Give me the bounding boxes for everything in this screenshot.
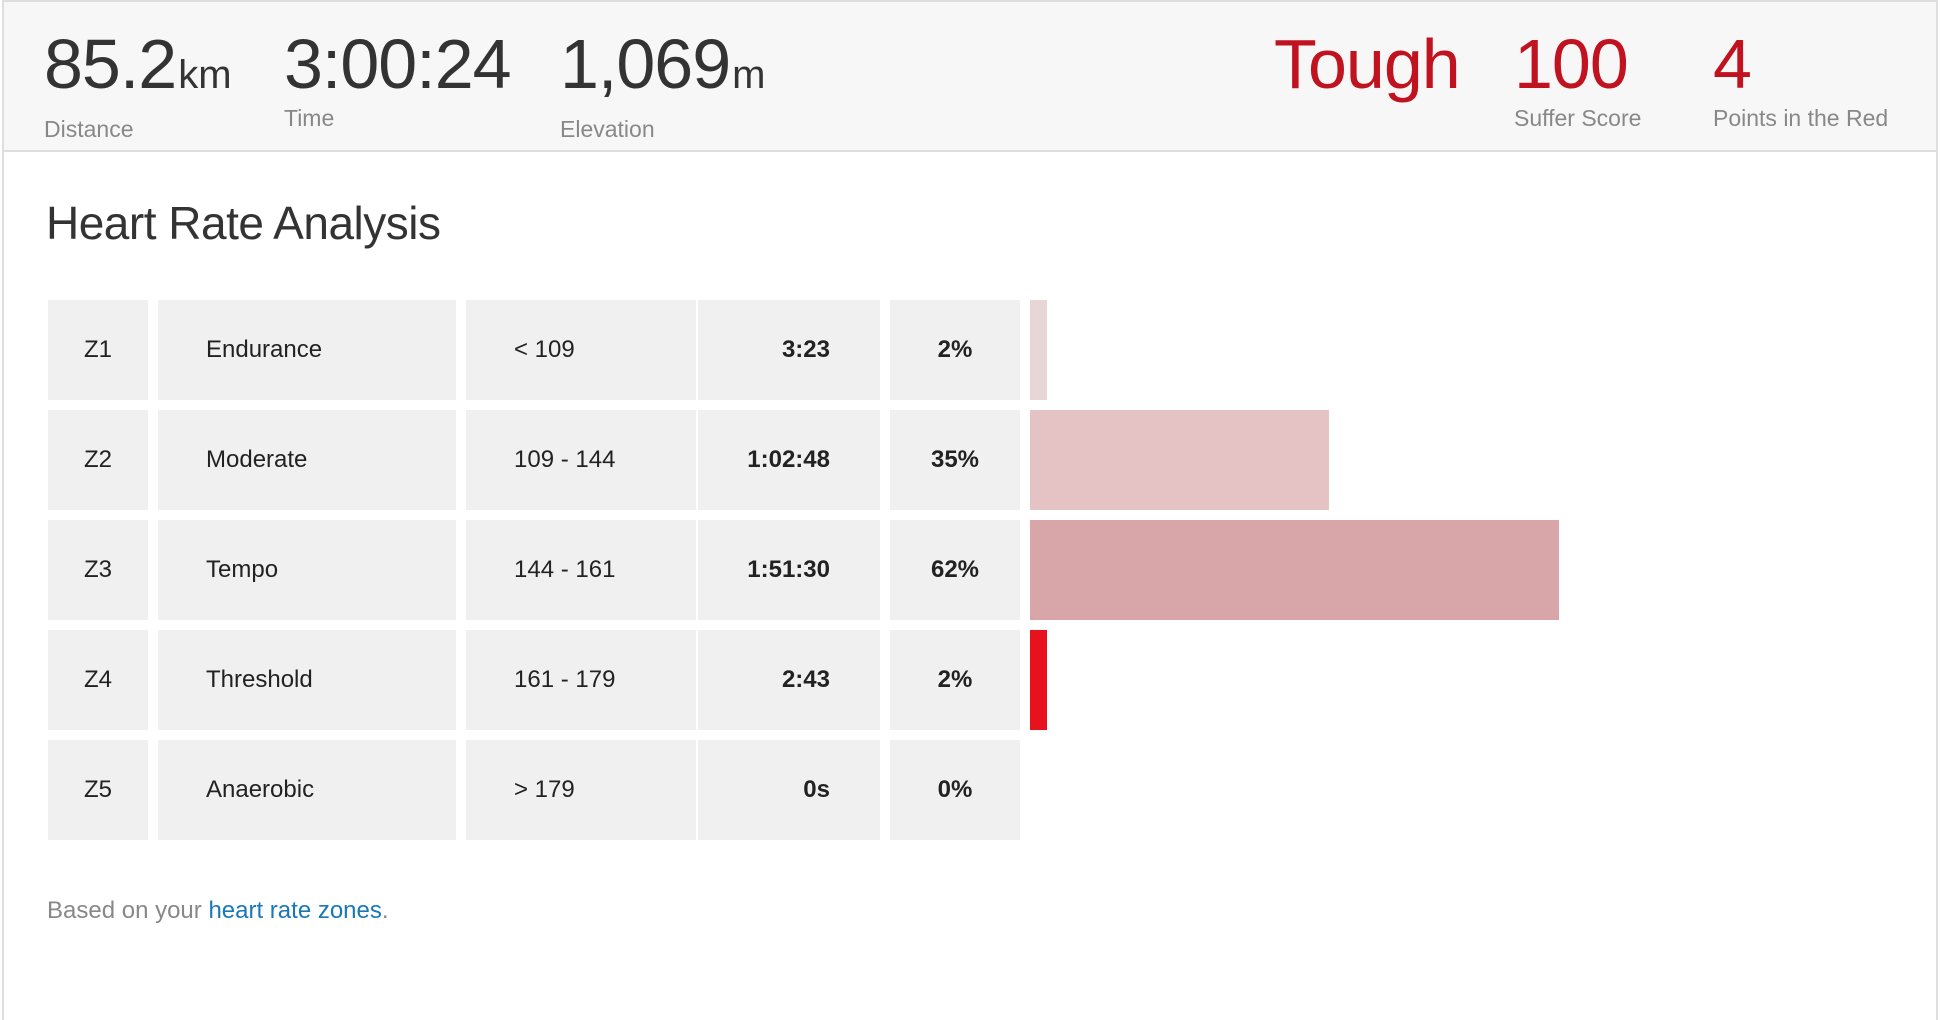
zone-time: 3:23 <box>698 300 880 400</box>
stat-distance: 85.2km Distance <box>44 24 232 143</box>
zone-row: Z3 Tempo 144 - 161 1:51:30 62% <box>48 520 1568 620</box>
zone-percent: 2% <box>890 300 1020 400</box>
zone-bar <box>1030 300 1047 400</box>
stat-intensity: Tough <box>1274 24 1461 104</box>
section-title: Heart Rate Analysis <box>46 197 441 249</box>
footnote: Based on your heart rate zones. <box>47 896 389 926</box>
zone-percent: 35% <box>890 410 1020 510</box>
zone-range: 109 - 144 <box>466 410 696 510</box>
zone-id: Z3 <box>48 520 148 620</box>
distance-unit: km <box>178 53 232 97</box>
time-value: 3:00:24 <box>284 25 512 103</box>
zone-id: Z4 <box>48 630 148 730</box>
zone-percent: 62% <box>890 520 1020 620</box>
distance-value: 85.2 <box>44 25 177 103</box>
zone-id: Z2 <box>48 410 148 510</box>
points-in-red-value: 4 <box>1713 25 1752 103</box>
zone-row: Z5 Anaerobic > 179 0s 0% <box>48 740 1568 840</box>
zone-name: Moderate <box>158 410 456 510</box>
zone-time: 2:43 <box>698 630 880 730</box>
zone-percent: 2% <box>890 630 1020 730</box>
elevation-label: Elevation <box>560 116 655 142</box>
zone-row: Z1 Endurance < 109 3:23 2% <box>48 300 1568 400</box>
distance-label: Distance <box>44 116 134 142</box>
zone-id: Z1 <box>48 300 148 400</box>
time-label: Time <box>284 105 335 131</box>
stat-points-in-red: 4 Points in the Red <box>1713 24 1888 132</box>
zone-bar <box>1030 410 1329 510</box>
zone-percent: 0% <box>890 740 1020 840</box>
zone-range: 144 - 161 <box>466 520 696 620</box>
elevation-unit: m <box>732 53 766 97</box>
zone-name: Anaerobic <box>158 740 456 840</box>
intensity-value: Tough <box>1274 25 1461 103</box>
footnote-suffix: . <box>381 897 389 924</box>
footnote-prefix: Based on your <box>47 897 209 924</box>
heart-rate-zones-link[interactable]: heart rate zones <box>208 897 382 924</box>
stats-bar: 85.2km Distance 3:00:24 Time 1,069m Elev… <box>4 2 1936 152</box>
zone-name: Endurance <box>158 300 456 400</box>
zone-time: 1:51:30 <box>698 520 880 620</box>
zone-id: Z5 <box>48 740 148 840</box>
zone-range: 161 - 179 <box>466 630 696 730</box>
zone-time: 0s <box>698 740 880 840</box>
suffer-score-value: 100 <box>1514 25 1629 103</box>
points-in-red-label: Points in the Red <box>1713 105 1889 131</box>
zone-range: < 109 <box>466 300 696 400</box>
zone-row: Z2 Moderate 109 - 144 1:02:48 35% <box>48 410 1568 510</box>
elevation-value: 1,069 <box>560 25 731 103</box>
zone-range: > 179 <box>466 740 696 840</box>
zone-time: 1:02:48 <box>698 410 880 510</box>
stat-time: 3:00:24 Time <box>284 24 512 132</box>
zone-bar <box>1030 520 1559 620</box>
zone-name: Tempo <box>158 520 456 620</box>
zone-row: Z4 Threshold 161 - 179 2:43 2% <box>48 630 1568 730</box>
stat-suffer-score: 100 Suffer Score <box>1514 24 1641 132</box>
stat-elevation: 1,069m Elevation <box>560 24 766 143</box>
zone-bar <box>1030 630 1047 730</box>
zone-name: Threshold <box>158 630 456 730</box>
suffer-score-label: Suffer Score <box>1514 105 1642 131</box>
